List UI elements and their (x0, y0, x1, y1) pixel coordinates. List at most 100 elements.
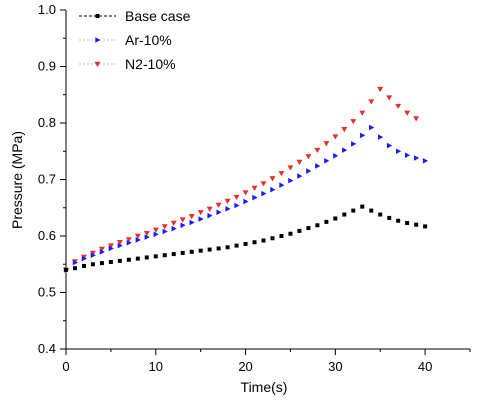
data-point (162, 253, 167, 258)
data-point (161, 224, 168, 230)
legend: Base case Ar-10% N2-10% (79, 8, 191, 72)
data-point (332, 134, 339, 140)
data-point (99, 261, 104, 266)
data-point (350, 119, 357, 125)
data-point (369, 208, 374, 213)
data-point (189, 249, 194, 254)
x-tick-label: 10 (149, 359, 163, 374)
data-point (216, 209, 222, 216)
data-point (270, 186, 276, 193)
data-point (117, 258, 122, 263)
data-point (360, 132, 366, 139)
data-point (98, 246, 105, 252)
data-point (315, 163, 321, 169)
data-point (279, 234, 284, 238)
legend-label: Ar-10% (125, 32, 172, 48)
y-axis-label: Pressure (MPa) (9, 131, 25, 229)
data-point (396, 218, 401, 223)
data-point (342, 212, 347, 217)
data-point (243, 241, 248, 246)
data-point (243, 198, 249, 205)
data-point (315, 223, 320, 228)
y-tick-label: 0.4 (38, 341, 56, 356)
data-point (89, 250, 96, 256)
data-point (378, 212, 383, 217)
data-point (404, 110, 411, 116)
data-point (179, 217, 186, 223)
data-point (252, 240, 257, 245)
data-point (153, 254, 158, 259)
data-point (414, 222, 419, 227)
data-point (144, 234, 150, 240)
data-point (387, 142, 393, 149)
data-point (278, 171, 285, 177)
data-point (342, 147, 348, 153)
data-point (206, 206, 213, 212)
data-point (225, 206, 231, 212)
x-axis-label: Time(s) (241, 379, 288, 395)
data-point (296, 159, 303, 165)
data-point (64, 267, 68, 272)
data-point (72, 259, 78, 266)
data-point (377, 86, 384, 93)
data-point (378, 134, 384, 140)
data-point (171, 225, 177, 232)
data-point (135, 256, 140, 261)
data-point (261, 238, 266, 243)
legend-marker (95, 37, 101, 43)
legend-entry: N2-10% (79, 56, 176, 72)
legend-entry: Base case (79, 8, 191, 24)
data-point (323, 141, 330, 147)
data-point (81, 255, 87, 262)
y-tick-label: 0.7 (38, 172, 56, 187)
data-point (288, 177, 294, 184)
series-ar-10- (63, 124, 429, 273)
data-point (395, 148, 402, 155)
data-point (135, 237, 141, 243)
data-point (269, 176, 276, 182)
data-point (297, 228, 302, 233)
data-point (314, 147, 321, 154)
data-point (305, 154, 312, 160)
data-point (252, 194, 258, 201)
data-point (207, 247, 212, 252)
data-point (189, 219, 195, 226)
data-point (108, 245, 114, 252)
data-point (368, 99, 375, 105)
data-point (234, 243, 239, 248)
legend-entry: Ar-10% (79, 32, 172, 48)
data-point (324, 158, 330, 164)
y-tick-label: 0.9 (38, 59, 56, 74)
series-n2-10- (63, 86, 420, 273)
data-point (180, 250, 185, 255)
data-point (279, 182, 285, 188)
data-point (387, 215, 392, 220)
data-point (171, 252, 176, 257)
data-point (116, 240, 123, 246)
data-point (287, 165, 294, 171)
data-point (152, 227, 159, 233)
data-point (242, 190, 249, 196)
data-point (99, 249, 105, 255)
data-point (422, 158, 429, 164)
data-point (233, 194, 240, 201)
data-point (117, 242, 123, 249)
legend-label: Base case (125, 8, 191, 24)
data-point (306, 226, 311, 231)
data-point (333, 216, 338, 221)
x-tick-label: 30 (328, 359, 342, 374)
data-point (90, 252, 96, 259)
data-point (197, 210, 204, 216)
data-point (225, 245, 230, 250)
data-point (81, 263, 86, 268)
data-point (215, 202, 222, 208)
data-point (333, 152, 339, 159)
legend-marker (95, 14, 100, 18)
axes: 0 10 20 30 40 0.4 0.5 0.6 0.7 0.8 0.9 1.0 (38, 2, 471, 374)
legend-marker (94, 61, 101, 67)
data-point (207, 212, 213, 219)
data-point (413, 116, 420, 122)
data-point (423, 224, 428, 229)
data-point (216, 246, 221, 251)
data-point (144, 255, 149, 260)
